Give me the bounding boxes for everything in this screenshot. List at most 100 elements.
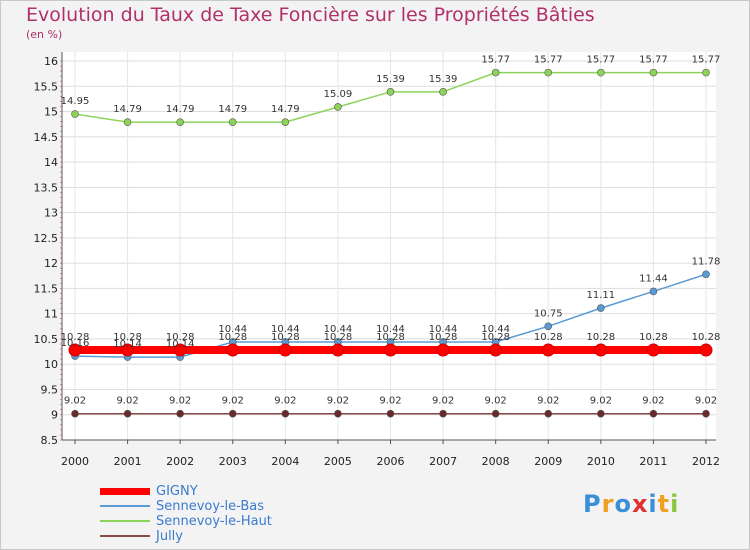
data-label-sennevoy-le-bas: 11.11 xyxy=(587,290,616,301)
legend-item-jully: Jully xyxy=(100,529,272,544)
data-label-sennevoy-le-bas: 11.44 xyxy=(639,273,668,284)
y-tick-label: 15 xyxy=(44,106,58,119)
y-tick-label: 16 xyxy=(44,55,58,68)
data-label-jully: 9.02 xyxy=(590,396,612,407)
x-tick-label: 2002 xyxy=(166,455,194,468)
data-point-sennevoy-le-bas xyxy=(544,322,553,331)
legend-label-gigny: GIGNY xyxy=(156,484,198,499)
data-point-gigny xyxy=(68,343,82,357)
data-point-jully xyxy=(439,409,447,418)
legend-swatch-gigny xyxy=(100,488,150,495)
data-label-jully: 9.02 xyxy=(327,396,349,407)
y-tick-label: 9 xyxy=(51,409,58,422)
data-point-gigny xyxy=(121,343,135,357)
y-tick-label: 13 xyxy=(44,207,58,220)
data-label-sennevoy-le-haut: 15.77 xyxy=(692,55,721,66)
data-label-sennevoy-le-haut: 15.77 xyxy=(534,55,563,66)
y-tick-label: 8.5 xyxy=(41,434,59,447)
data-point-jully xyxy=(649,409,658,418)
y-tick-label: 10.5 xyxy=(34,333,59,346)
data-point-sennevoy-le-haut xyxy=(491,68,500,77)
legend-swatch-sennevoy-le-bas xyxy=(100,505,150,507)
data-label-sennevoy-le-haut: 14.79 xyxy=(271,104,300,115)
data-label-jully: 9.02 xyxy=(537,396,559,407)
x-tick-label: 2006 xyxy=(377,455,405,468)
y-tick-label: 10 xyxy=(44,358,58,371)
data-label-jully: 9.02 xyxy=(64,396,86,407)
y-tick-label: 14 xyxy=(44,156,58,169)
data-point-sennevoy-le-haut xyxy=(71,110,79,118)
data-label-sennevoy-le-bas: 10.75 xyxy=(534,308,563,319)
data-label-jully: 9.02 xyxy=(485,396,507,407)
data-point-gigny xyxy=(331,343,345,357)
legend-label-sennevoy-le-bas: Sennevoy-le-Bas xyxy=(156,499,265,514)
data-label-sennevoy-le-bas: 11.78 xyxy=(692,256,721,267)
data-point-gigny xyxy=(646,343,660,357)
legend-label-sennevoy-le-haut: Sennevoy-le-Haut xyxy=(156,514,272,529)
logo-letter: i xyxy=(670,490,680,518)
y-tick-label: 13.5 xyxy=(34,181,59,194)
logo-letter: o xyxy=(614,490,632,518)
data-label-sennevoy-le-haut: 14.95 xyxy=(61,96,90,107)
data-point-jully xyxy=(228,409,237,418)
x-tick-label: 2009 xyxy=(534,455,562,468)
data-point-sennevoy-le-haut xyxy=(597,68,605,77)
data-point-jully xyxy=(491,409,500,418)
logo-letter: P xyxy=(583,490,602,518)
data-label-jully: 9.02 xyxy=(432,396,454,407)
data-label-gigny: 10.28 xyxy=(376,332,405,343)
data-label-sennevoy-le-bas: 10.44 xyxy=(429,324,458,335)
y-tick-label: 12 xyxy=(44,257,58,270)
y-tick-label: 9.5 xyxy=(41,383,59,396)
data-label-sennevoy-le-haut: 15.77 xyxy=(481,55,510,66)
x-tick-label: 2008 xyxy=(482,455,510,468)
proxiti-logo: Proxiti xyxy=(583,490,679,518)
data-label-gigny: 10.28 xyxy=(271,332,300,343)
data-point-sennevoy-le-haut xyxy=(649,68,658,77)
plot-area xyxy=(62,52,716,440)
x-tick-label: 2011 xyxy=(639,455,667,468)
data-point-sennevoy-le-haut xyxy=(544,68,553,77)
data-point-jully xyxy=(281,409,290,418)
data-label-gigny: 10.28 xyxy=(692,332,721,343)
data-label-jully: 9.02 xyxy=(379,396,401,407)
y-tick-label: 11.5 xyxy=(34,282,59,295)
data-label-jully: 9.02 xyxy=(695,396,717,407)
x-tick-label: 2010 xyxy=(587,455,615,468)
chart-subtitle: (en %) xyxy=(26,28,63,41)
data-point-jully xyxy=(702,409,710,418)
data-label-jully: 9.02 xyxy=(222,396,244,407)
data-point-jully xyxy=(123,409,132,418)
legend-item-sennevoy-le-bas: Sennevoy-le-Bas xyxy=(100,499,272,514)
data-point-sennevoy-le-haut xyxy=(123,118,132,126)
data-label-sennevoy-le-haut: 15.39 xyxy=(429,74,458,85)
data-point-jully xyxy=(544,409,553,418)
data-label-gigny: 10.28 xyxy=(534,332,563,343)
data-point-sennevoy-le-bas xyxy=(702,270,710,279)
y-tick-label: 12.5 xyxy=(34,232,59,245)
legend-item-sennevoy-le-haut: Sennevoy-le-Haut xyxy=(100,514,272,529)
legend-swatch-jully xyxy=(100,535,150,537)
data-point-sennevoy-le-haut xyxy=(334,103,342,111)
data-label-sennevoy-le-haut: 15.39 xyxy=(376,74,405,85)
data-point-gigny xyxy=(699,343,713,357)
data-label-jully: 9.02 xyxy=(116,396,138,407)
data-label-sennevoy-le-haut: 15.09 xyxy=(324,89,353,100)
data-point-sennevoy-le-bas xyxy=(649,287,658,296)
x-tick-label: 2007 xyxy=(429,455,457,468)
data-label-sennevoy-le-haut: 14.79 xyxy=(218,104,247,115)
data-point-gigny xyxy=(384,343,397,357)
data-label-sennevoy-le-haut: 14.79 xyxy=(166,104,195,115)
data-point-sennevoy-le-haut xyxy=(281,118,290,126)
data-label-jully: 9.02 xyxy=(642,396,664,407)
data-point-jully xyxy=(597,409,605,418)
x-tick-label: 2000 xyxy=(61,455,89,468)
y-tick-label: 15.5 xyxy=(34,80,59,93)
data-point-jully xyxy=(386,409,395,418)
data-point-sennevoy-le-haut xyxy=(439,88,447,96)
data-point-gigny xyxy=(489,343,503,357)
data-point-gigny xyxy=(594,343,608,357)
data-point-jully xyxy=(334,409,342,418)
y-tick-label: 11 xyxy=(44,308,58,321)
